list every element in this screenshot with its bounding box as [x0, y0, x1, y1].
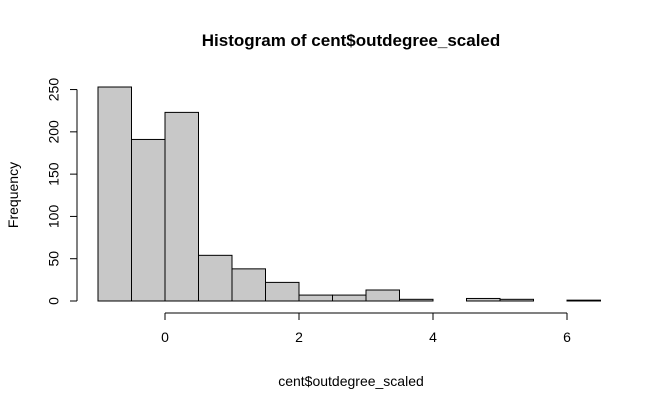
- x-tick-label: 6: [563, 329, 571, 345]
- y-axis-label: Frequency: [5, 162, 21, 228]
- histogram-bar: [332, 294, 367, 302]
- histogram-bar: [164, 111, 199, 302]
- y-tick-label: 50: [46, 251, 62, 267]
- x-axis-label: cent$outdegree_scaled: [278, 373, 424, 389]
- y-tick-label: 250: [46, 78, 62, 102]
- x-tick-label: 4: [429, 329, 437, 345]
- histogram-bar: [466, 297, 501, 302]
- histogram-bar: [365, 289, 400, 302]
- histogram-bar: [566, 299, 601, 302]
- histogram-bar: [399, 298, 434, 302]
- histogram-bar: [298, 294, 333, 302]
- y-tick-label: 100: [46, 205, 62, 229]
- x-axis: 0 2 4 6: [161, 312, 571, 345]
- y-axis: 0 50 100 150 200 250: [46, 78, 78, 305]
- histogram-bar: [131, 138, 166, 302]
- x-tick-label: 2: [295, 329, 303, 345]
- bars-group: [97, 86, 601, 302]
- histogram-bar: [198, 254, 233, 302]
- histogram-bar: [265, 281, 300, 302]
- histogram-bar: [499, 298, 534, 302]
- y-tick-label: 0: [46, 297, 62, 305]
- chart-title: Histogram of cent$outdegree_scaled: [202, 31, 501, 50]
- histogram-bar: [97, 86, 132, 302]
- x-tick-label: 0: [161, 329, 169, 345]
- y-tick-label: 150: [46, 162, 62, 186]
- histogram-bar: [231, 268, 266, 302]
- y-tick-label: 200: [46, 120, 62, 144]
